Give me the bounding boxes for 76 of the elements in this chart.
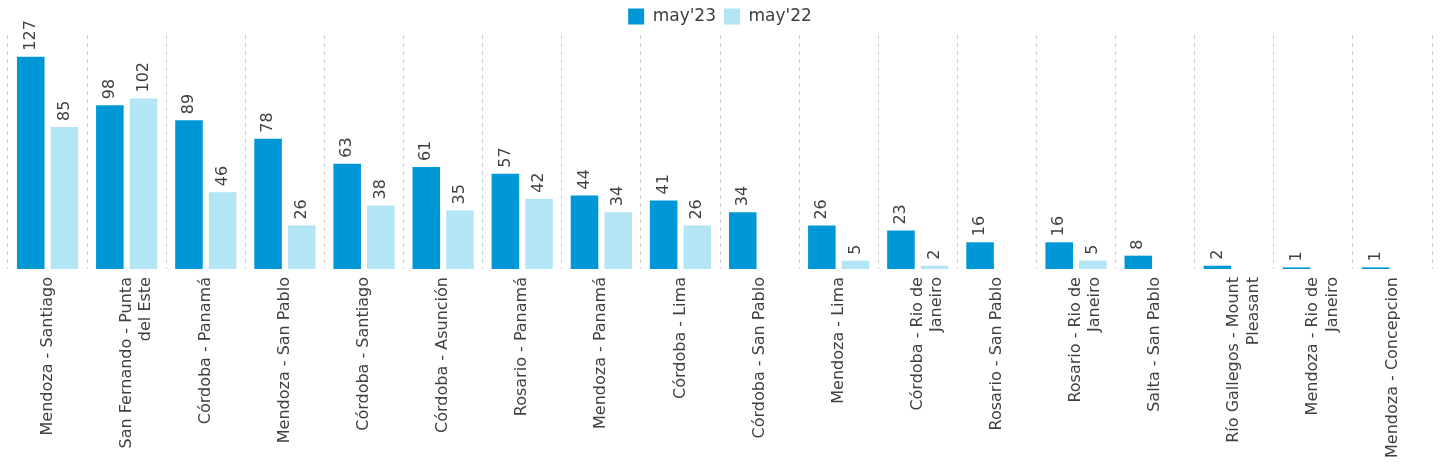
bar <box>287 225 316 270</box>
data-label: 2 <box>1206 249 1226 260</box>
data-label: 5 <box>1081 244 1101 255</box>
data-label: 2 <box>923 249 943 260</box>
data-label: 16 <box>969 215 989 237</box>
data-label: 61 <box>415 140 435 162</box>
x-tick-label: Mendoza - Concepcion <box>1381 277 1401 458</box>
x-tick-label: Rosario - San Pablo <box>986 277 1006 431</box>
x-tick-label: Salta - San Pablo <box>1144 277 1164 412</box>
data-label: 127 <box>19 20 39 51</box>
x-tick-label: Córdoba - San Pablo <box>748 277 768 439</box>
bar <box>604 212 632 270</box>
bar <box>887 230 915 270</box>
bar <box>333 163 361 270</box>
bar <box>254 138 282 270</box>
bar <box>1079 260 1107 270</box>
data-label: 26 <box>290 199 310 220</box>
data-label: 85 <box>53 100 73 121</box>
data-label: 5 <box>844 244 864 255</box>
bar <box>1124 255 1153 270</box>
x-tick-label: Córdoba - Rio de Janeiro <box>906 277 946 411</box>
data-label: 38 <box>369 179 389 200</box>
bar <box>649 200 678 270</box>
bar <box>841 260 870 270</box>
data-label: 26 <box>811 199 831 220</box>
data-label: 98 <box>99 78 119 100</box>
bar <box>570 195 599 270</box>
bar <box>175 120 203 270</box>
bar <box>808 225 836 270</box>
x-tick-label: Mendoza - Rio de Janeiro <box>1302 277 1341 416</box>
data-label: 44 <box>573 169 593 190</box>
x-tick-label: Mendoza - Panamá <box>590 277 610 429</box>
x-tick-label: Córdoba - Panamá <box>194 277 214 425</box>
data-label: 34 <box>731 185 751 207</box>
data-label: 16 <box>1048 215 1068 237</box>
bar <box>367 205 395 270</box>
data-label: 1 <box>1285 251 1305 262</box>
x-tick-label: Córdoba - Lima <box>669 277 689 399</box>
bar <box>491 173 520 270</box>
bar <box>683 225 712 270</box>
data-label: 89 <box>178 93 198 115</box>
bar <box>208 192 237 270</box>
x-tick-label: Río Gallegos - Mount Pleasant <box>1223 277 1262 443</box>
data-label: 41 <box>652 174 672 195</box>
data-label: 23 <box>890 204 910 225</box>
bar <box>96 105 124 270</box>
bar <box>129 98 158 270</box>
x-tick-label: Mendoza - Lima <box>827 277 847 404</box>
data-label: 35 <box>449 184 469 205</box>
data-label: 42 <box>528 172 548 193</box>
x-tick-label: Mendoza - Santiago <box>36 277 56 436</box>
legend-label: may'23 <box>652 4 716 25</box>
data-label: 8 <box>1127 239 1147 250</box>
bar <box>412 167 441 270</box>
x-tick-label: Córdoba - Asunción <box>432 277 452 433</box>
data-label: 26 <box>686 199 706 220</box>
bar <box>525 198 553 270</box>
x-tick-label: Rosario - Rio de Janeiro <box>1065 277 1104 403</box>
data-label: 63 <box>336 137 356 158</box>
bar <box>1045 242 1073 270</box>
data-label: 78 <box>257 112 277 133</box>
x-tick-label: Mendoza - San Pablo <box>274 277 294 444</box>
bar <box>446 210 474 270</box>
bar <box>728 212 757 270</box>
bar <box>966 242 994 270</box>
data-label: 34 <box>607 185 627 207</box>
data-label: 102 <box>132 61 152 93</box>
legend-label: may'22 <box>748 4 812 25</box>
x-tick-label: San Fernando - Punta del Este <box>115 277 155 449</box>
bar <box>50 126 79 270</box>
data-label: 46 <box>211 165 231 187</box>
x-tick-label: Rosario - Panamá <box>511 277 531 417</box>
bar <box>16 56 45 270</box>
data-label: 57 <box>494 147 514 168</box>
data-label: 1 <box>1364 251 1384 262</box>
x-tick-label: Córdoba - Santiago <box>353 277 373 431</box>
